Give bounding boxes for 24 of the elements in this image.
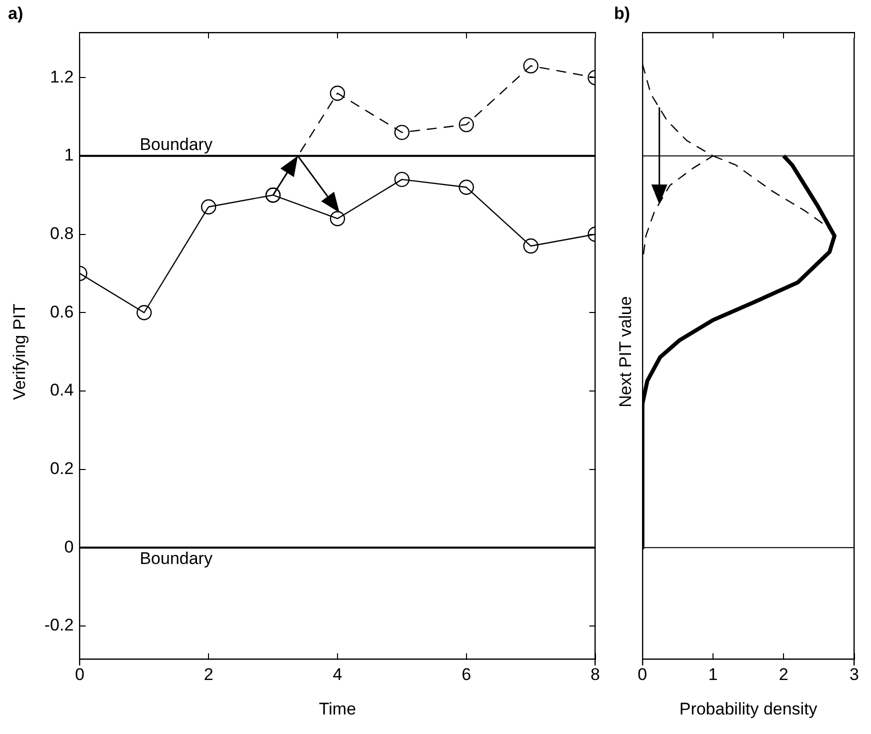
x-axis-title: Probability density bbox=[679, 699, 818, 718]
x-tick-label: 8 bbox=[590, 665, 600, 684]
chart-title: b) bbox=[614, 4, 630, 23]
y-tick-label: 0.4 bbox=[50, 380, 74, 400]
y-tick-label: 1.2 bbox=[50, 67, 74, 86]
x-tick-label: 0 bbox=[638, 665, 648, 684]
x-tick-label: 3 bbox=[850, 665, 860, 684]
ref-line-label: Boundary bbox=[140, 548, 213, 568]
ref-line-label: Boundary bbox=[140, 135, 213, 154]
x-tick-label: 6 bbox=[462, 665, 472, 684]
y-tick-label: -0.2 bbox=[44, 616, 74, 635]
x-tick-label: 1 bbox=[708, 665, 718, 684]
y-tick-label: 0.6 bbox=[50, 302, 74, 322]
y-tick-label: 1 bbox=[64, 146, 74, 165]
x-tick-label: 2 bbox=[204, 665, 214, 684]
chart-title: a) bbox=[8, 4, 24, 23]
x-tick-label: 4 bbox=[332, 665, 342, 684]
y-tick-label: 0.8 bbox=[50, 224, 74, 243]
y-tick-label: 0.2 bbox=[50, 459, 74, 478]
y-tick-label: 0 bbox=[64, 537, 74, 556]
y-axis-title: Verifying PIT bbox=[10, 304, 29, 400]
x-axis-title: Time bbox=[318, 699, 356, 718]
x-tick-label: 2 bbox=[778, 665, 788, 684]
y-axis-title: Next PIT value bbox=[616, 296, 635, 408]
